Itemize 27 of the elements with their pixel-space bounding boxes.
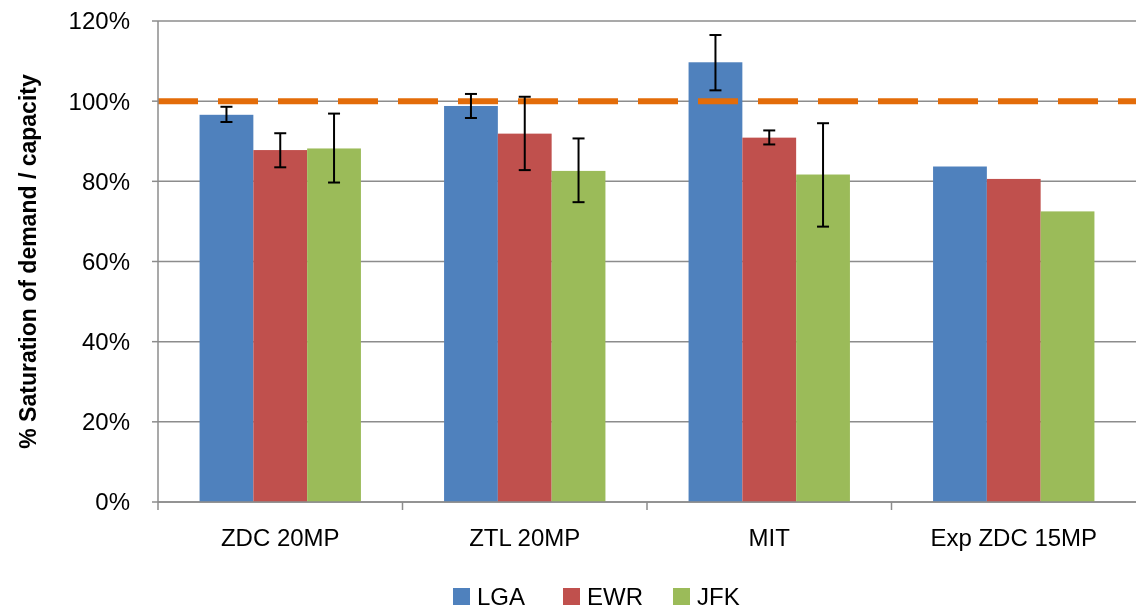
bar: [688, 62, 743, 502]
bar: [199, 114, 254, 502]
y-tick-label: 60%: [81, 247, 130, 275]
bar: [253, 150, 308, 502]
bar: [796, 174, 850, 502]
legend-label: LGA: [477, 583, 526, 611]
legend-label: EWR: [587, 583, 643, 611]
legend-label: JFK: [697, 583, 740, 611]
y-tick-label: 40%: [81, 328, 130, 356]
bar: [1040, 211, 1095, 502]
bar: [307, 148, 361, 502]
bar: [551, 170, 606, 502]
y-tick-label: 0%: [95, 488, 130, 516]
bar: [444, 105, 498, 502]
y-axis-title: % Saturation of demand / capacity: [15, 74, 41, 449]
bar: [742, 137, 797, 502]
bar: [986, 178, 1041, 502]
x-tick-label: ZTL 20MP: [469, 524, 581, 551]
y-tick-label: 20%: [81, 408, 130, 436]
y-tick-label: 100%: [68, 87, 130, 115]
y-tick-label: 80%: [81, 167, 130, 195]
x-tick-label: Exp ZDC 15MP: [930, 524, 1098, 551]
bar: [497, 133, 552, 502]
x-tick-label: MIT: [748, 524, 791, 551]
x-tick-label: ZDC 20MP: [220, 524, 340, 551]
bar: [933, 166, 987, 502]
y-tick-label: 120%: [68, 7, 130, 35]
